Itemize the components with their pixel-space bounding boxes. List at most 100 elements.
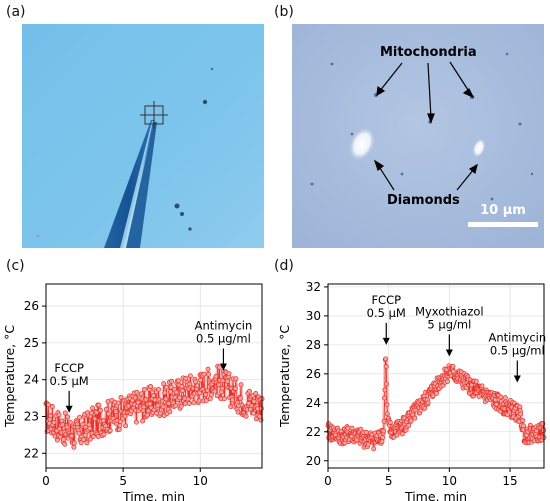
data-point [115,400,121,406]
annotation-arrowhead [65,405,73,413]
y-axis-label: Temperature, °C [277,325,292,428]
data-point [194,383,200,389]
data-point [179,388,185,394]
micropipette-photo [22,24,264,248]
data-point [84,440,90,446]
data-point [166,401,172,406]
y-tick-label: 24 [306,396,321,410]
data-point [150,393,156,399]
data-point [80,421,86,427]
data-point [64,424,70,430]
data-point [45,402,51,408]
data-point [168,384,174,390]
data-point [125,403,131,409]
y-tick-label: 22 [24,446,39,460]
data-point [161,381,167,387]
data-point [89,410,94,416]
data-point [504,412,510,418]
y-axis-label: Temperature, °C [2,325,17,428]
pipette-shape [104,120,155,248]
chart-d: 0 5 10 15 20 22 24 26 28 30 32 Time, min Temperature… [277,280,547,501]
data-point [123,423,129,429]
data-point [502,395,508,401]
chart-c: 0 5 10 22 23 24 25 26 Time, min Temperature, °C FC… [2,283,265,501]
target-crosshair-icon [140,101,168,129]
data-point [134,389,140,395]
data-point [116,427,122,433]
data-point [408,418,414,424]
data-point [258,406,264,411]
x-tick-label: 5 [385,474,393,488]
data-point [216,382,222,388]
data-point [233,376,239,382]
data-point [71,440,77,446]
data-point [107,428,113,433]
data-point [61,436,67,442]
data-point [117,423,123,429]
data-point [60,422,65,428]
data-point [87,436,93,442]
data-point [384,402,390,408]
data-point [450,363,456,369]
data-point [430,393,436,399]
data-point [203,392,209,398]
data-point [113,409,119,415]
x-tick-label: 0 [324,474,332,488]
data-point [76,430,82,436]
data-point [243,413,249,419]
plot-frame [45,283,263,469]
data-point [141,387,147,392]
data-point [207,396,213,402]
data-point [371,446,377,452]
data-point [143,397,149,402]
annotation-text: 0.5 μg/ml [490,344,545,358]
data-point [191,400,197,406]
y-tick-label: 25 [24,336,39,350]
data-point [57,434,63,440]
data-point [162,390,168,396]
annotation-text: 0.5 μM [50,374,89,388]
data-point [163,396,169,402]
data-point [141,404,147,410]
data-point [479,383,485,389]
data-point [445,378,451,384]
data-point [178,403,184,409]
y-tick-label: 20 [306,454,321,468]
data-point [354,437,360,443]
data-point [213,373,219,379]
x-tick-label: 10 [193,474,208,488]
data-point [167,409,173,415]
data-point [81,437,86,442]
data-point [87,425,93,431]
data-point [71,444,77,450]
data-point [380,435,386,441]
data-point [96,402,102,408]
y-tick-label: 32 [306,280,321,294]
annotation-arrowhead [382,337,390,345]
data-point [412,415,418,421]
data-point [224,378,230,384]
data-point [168,389,173,395]
data-point [203,398,209,404]
data-point [48,413,53,419]
data-point [381,428,387,434]
data-point [156,386,161,392]
data-point [67,419,73,425]
data-point [425,400,431,406]
data-point [175,378,181,384]
data-point [433,391,439,396]
data-point [518,411,524,417]
data-point [187,373,193,379]
data-point [62,410,68,416]
data-point [517,404,523,410]
label-diamonds: Diamonds [387,193,460,208]
x-tick-label: 10 [442,474,457,488]
data-point [520,417,526,423]
annotation-arrowhead [445,349,453,357]
data-point [186,401,192,406]
data-point [358,426,364,432]
data-point [51,419,57,425]
data-point [247,388,252,394]
y-tick-label: 23 [24,409,39,423]
data-point [201,371,207,377]
